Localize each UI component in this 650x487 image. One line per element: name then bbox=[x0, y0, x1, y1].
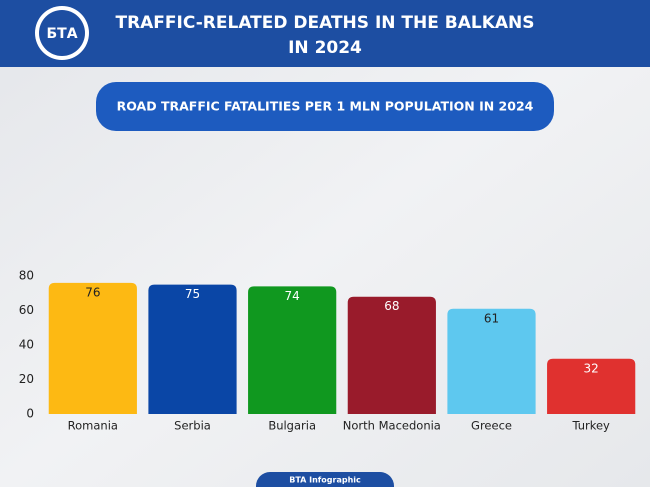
bar bbox=[248, 286, 337, 414]
footer-pill bbox=[256, 472, 394, 487]
page-title: IN 2024 bbox=[288, 38, 362, 58]
x-tick-label: Greece bbox=[471, 419, 512, 433]
bar bbox=[347, 296, 436, 414]
x-tick-label: Turkey bbox=[571, 419, 610, 433]
value-label: 61 bbox=[484, 311, 499, 325]
footer-text: BTA Infographic bbox=[289, 476, 361, 485]
chart-title: ROAD TRAFFIC FATALITIES PER 1 MLN POPULA… bbox=[117, 99, 534, 114]
logo-text: БТА bbox=[46, 26, 77, 42]
y-tick-label: 0 bbox=[26, 407, 34, 421]
value-label: 32 bbox=[584, 361, 599, 375]
bar bbox=[547, 358, 636, 414]
value-label: 76 bbox=[85, 285, 100, 299]
bar bbox=[447, 308, 536, 414]
x-tick-label: North Macedonia bbox=[343, 419, 441, 433]
y-tick-label: 80 bbox=[19, 269, 34, 283]
logo-inner bbox=[39, 10, 85, 56]
bar bbox=[48, 282, 137, 414]
header-band bbox=[0, 0, 650, 67]
value-label: 74 bbox=[285, 289, 300, 303]
value-label: 75 bbox=[185, 287, 200, 301]
y-tick-label: 40 bbox=[19, 338, 34, 352]
subtitle-pill bbox=[96, 82, 554, 131]
x-tick-label: Bulgaria bbox=[268, 419, 316, 433]
bar bbox=[148, 284, 237, 414]
page-title: TRAFFIC-RELATED DEATHS IN THE BALKANS bbox=[115, 13, 534, 33]
value-label: 68 bbox=[384, 299, 399, 313]
y-tick-label: 60 bbox=[19, 303, 34, 317]
y-tick-label: 20 bbox=[19, 372, 34, 386]
x-tick-label: Serbia bbox=[174, 419, 211, 433]
x-tick-label: Romania bbox=[68, 419, 118, 433]
